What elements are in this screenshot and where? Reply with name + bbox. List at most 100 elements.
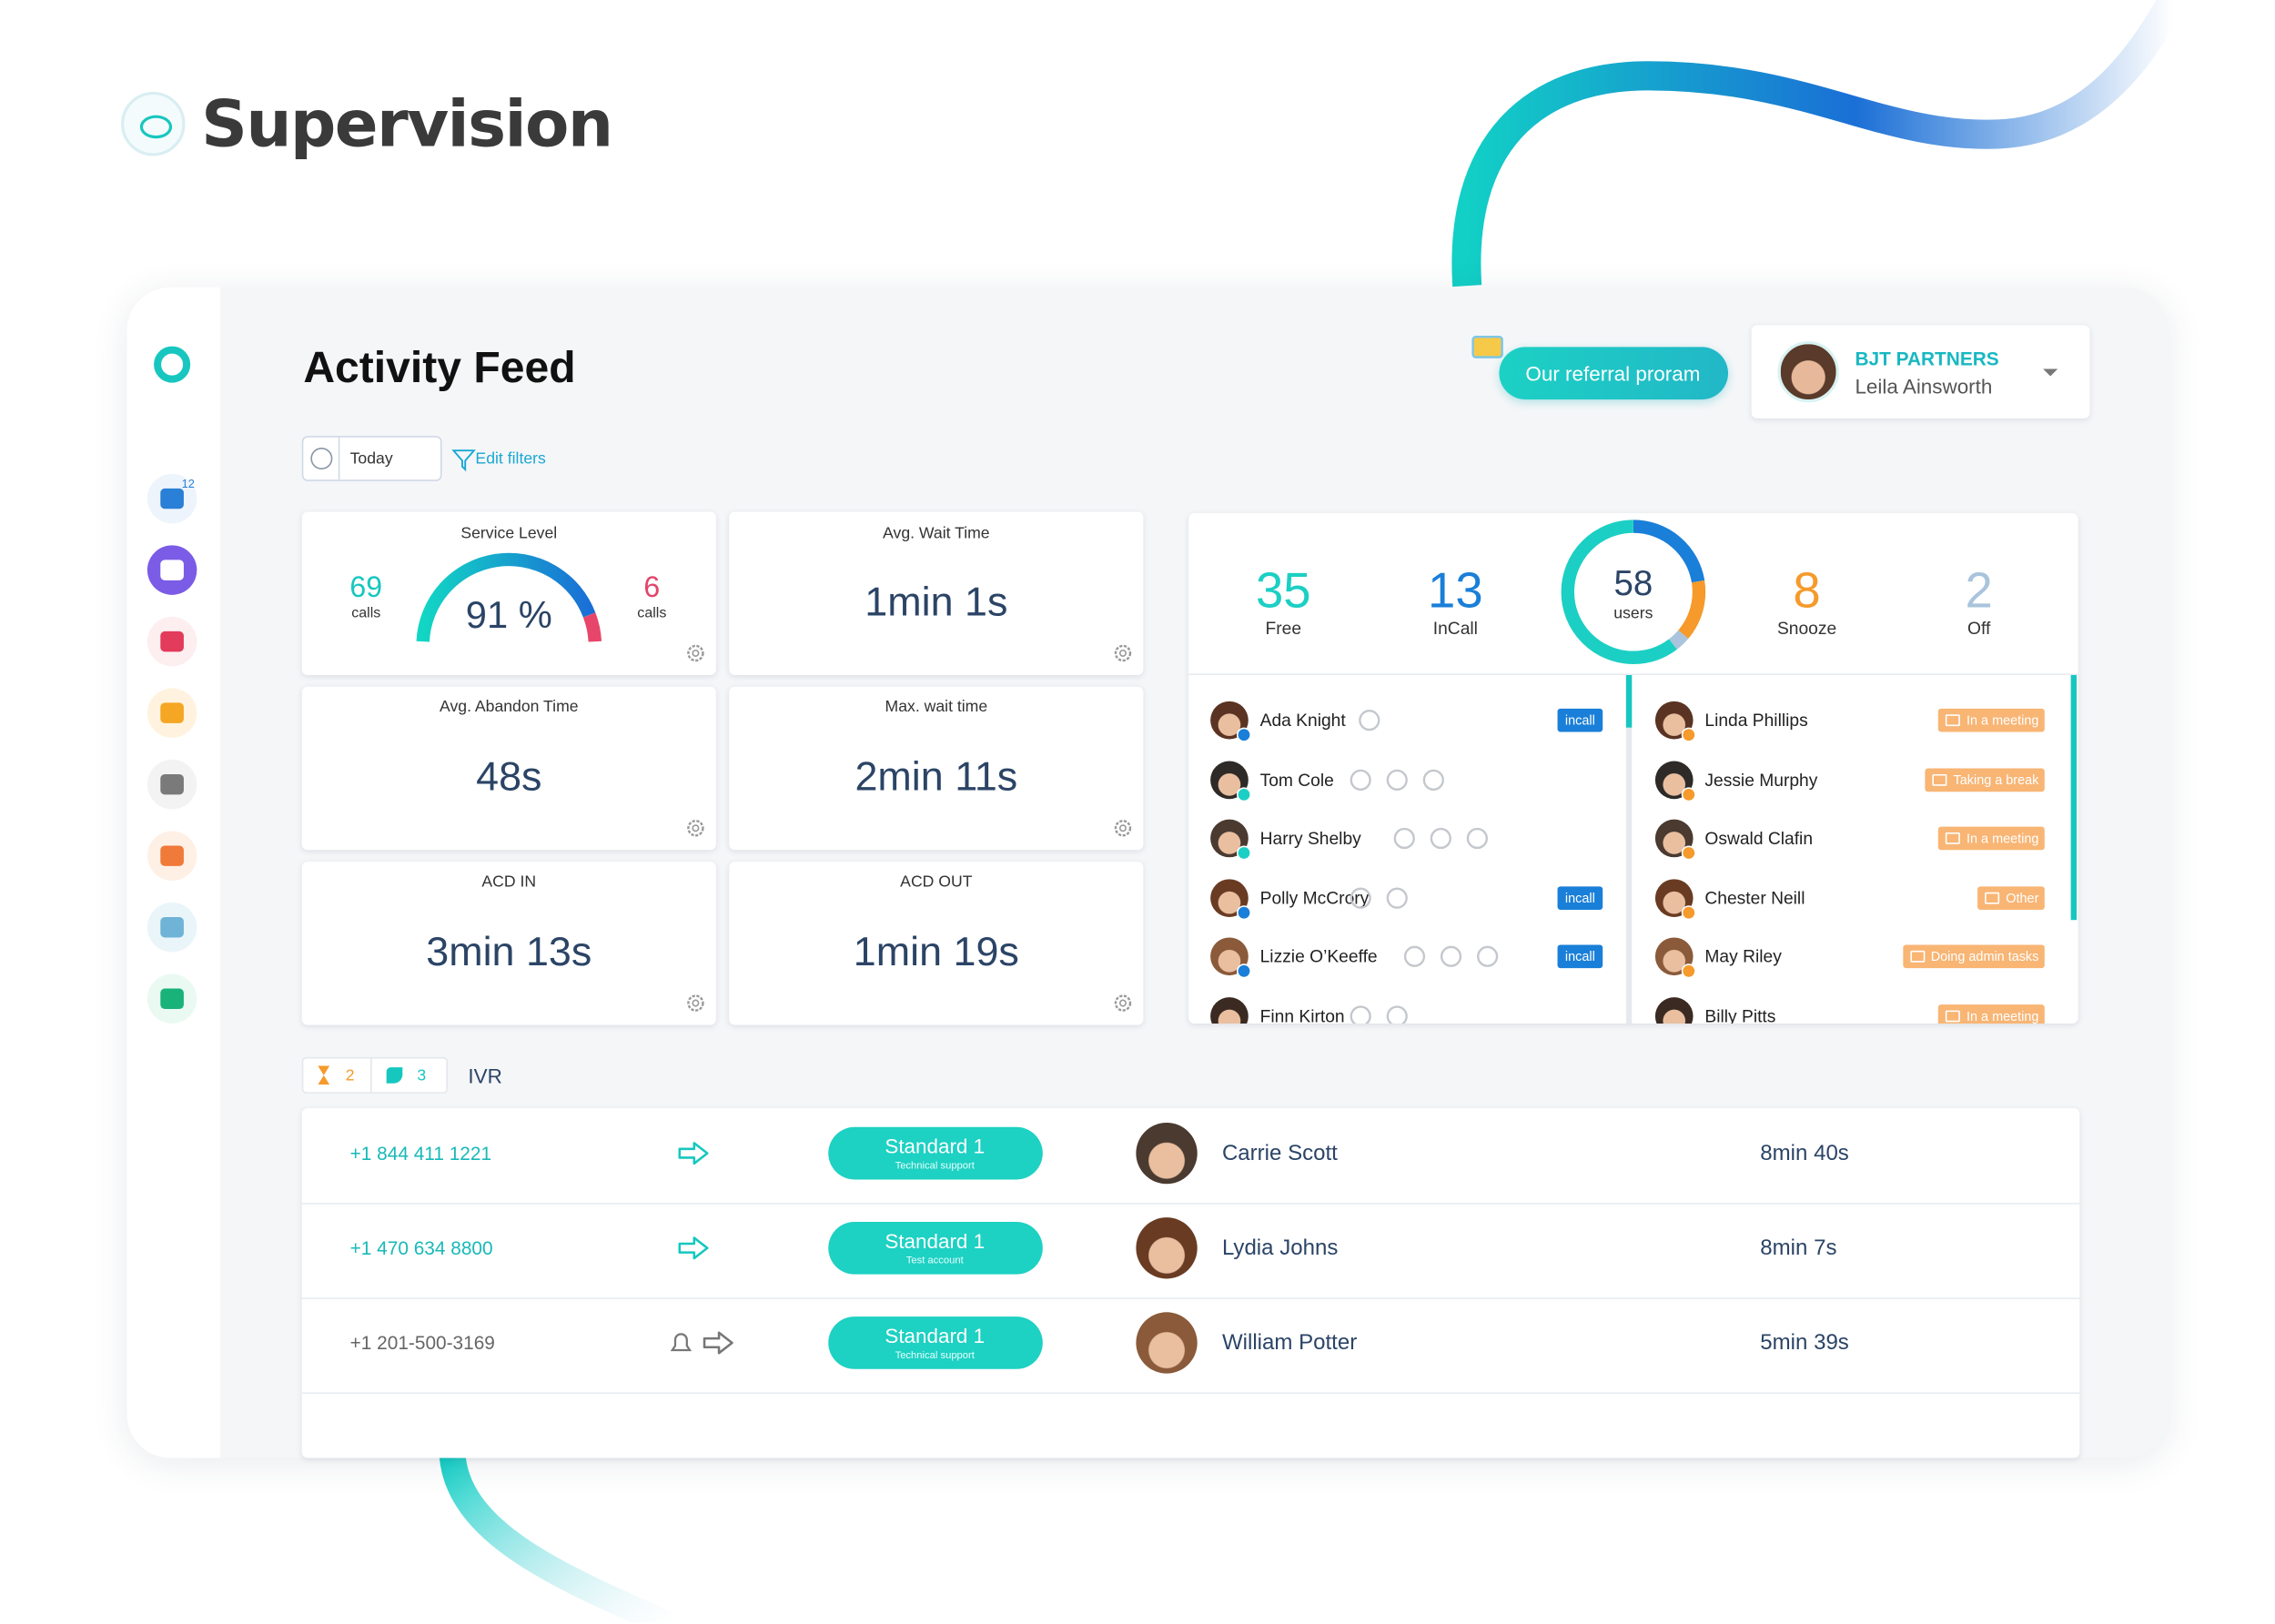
nav-icon [154, 346, 191, 383]
agent-avatar [1210, 996, 1249, 1024]
calls-table: +1 844 411 1221 Standard 1 Technical suppo… [301, 1107, 2080, 1458]
logo-icon [121, 91, 186, 156]
status-badge: Taking a break [1926, 767, 2045, 792]
account-menu[interactable]: BJT PARTNERS Leila Ainsworth [1751, 325, 2090, 419]
metric-value: 91 % [465, 592, 552, 637]
presence-dot [1236, 786, 1251, 802]
divider [370, 1058, 372, 1093]
status-label: In a meeting [1967, 712, 2039, 728]
queue-pill: Standard 1 Test account [828, 1221, 1043, 1275]
edit-filters[interactable]: Edit filters [475, 450, 546, 469]
gauge [416, 552, 602, 642]
device-icons [1350, 1004, 1408, 1024]
metric-title: Max. wait time [885, 698, 988, 716]
nav-cloud[interactable] [146, 901, 198, 953]
nav-tools[interactable] [146, 687, 198, 740]
queue-detail: Technical support [895, 1350, 975, 1361]
decor-curve [1451, 0, 2186, 287]
agent-name: Harry Shelby [1259, 828, 1361, 849]
metric-title: ACD OUT [900, 873, 973, 892]
eye [139, 115, 173, 139]
agent-name: Chester Neill [1704, 887, 1805, 908]
nav-icon [160, 560, 184, 580]
filter-icon [451, 449, 476, 472]
nav-icon [160, 702, 184, 723]
agent-avatar [1136, 1122, 1198, 1185]
state-count: 2 [1965, 563, 1993, 620]
agent-avatar [1654, 996, 1694, 1024]
device-icon [1393, 827, 1415, 850]
caller-number: +1 201-500-3169 [349, 1331, 495, 1354]
device-icons [1350, 768, 1444, 791]
status-icon [1985, 891, 2000, 903]
divider [338, 437, 340, 480]
nav-calls[interactable] [146, 472, 198, 525]
scroll-thumb [2070, 674, 2078, 921]
abandoned-unit: calls [637, 605, 667, 622]
referral-button[interactable]: Our referral proram [1499, 347, 1729, 400]
call-duration: 5min 39s [1760, 1330, 1849, 1356]
state-count: 8 [1793, 563, 1821, 620]
gear [687, 994, 704, 1012]
bell-icon [670, 1333, 693, 1352]
gift-box [1471, 335, 1503, 358]
status-icon [1933, 773, 1948, 785]
status-badge: Other [1977, 885, 2045, 910]
agent-name: Linda Phillips [1704, 710, 1808, 731]
call-duration: 8min 40s [1760, 1141, 1849, 1166]
gear [687, 820, 704, 837]
queue-label: IVR [468, 1064, 502, 1088]
queue-name: Standard 1 [885, 1324, 986, 1347]
scroll-track [1625, 674, 1633, 1024]
incall-label: incall [1564, 949, 1595, 964]
settings-icon [687, 994, 704, 1012]
gear [1114, 820, 1132, 837]
nav-stats[interactable] [146, 615, 198, 668]
nav-feed[interactable] [146, 544, 198, 597]
period-filter[interactable]: Today [301, 436, 442, 481]
incall-label: incall [1564, 712, 1595, 728]
gear [1114, 994, 1132, 1012]
state-count: 35 [1255, 563, 1311, 620]
status-label: In a meeting [1967, 831, 2039, 846]
caller-number: +1 470 634 8800 [349, 1236, 493, 1259]
device-icon [1422, 768, 1444, 791]
settings-icon [1114, 644, 1132, 662]
device-icon [1440, 945, 1462, 967]
account-user: Leila Ainsworth [1855, 374, 1993, 398]
divider [1188, 673, 2078, 675]
status-label: In a meeting [1967, 1008, 2039, 1024]
metric-value: 48s [476, 753, 542, 800]
queue-pill: Standard 1 Technical support [828, 1316, 1043, 1369]
gear [687, 644, 704, 662]
queue-pill: Standard 1 Technical support [828, 1126, 1043, 1180]
status-badge: In a meeting [1938, 826, 2045, 851]
answered-unit: calls [351, 605, 381, 622]
transfer-icon [678, 1142, 709, 1165]
presence-dot [1681, 727, 1696, 742]
metric-card: Max. wait time 2min 11s [729, 686, 1144, 851]
app-logo[interactable] [146, 338, 198, 391]
gear-hub [692, 999, 700, 1007]
device-icons [1403, 945, 1499, 967]
device-icon [1466, 827, 1489, 850]
metric-value: 2min 11s [854, 753, 1018, 800]
status-icon [1946, 1009, 1961, 1022]
phone-badge: 12 [181, 477, 195, 491]
agent-name: Polly McCrory [1259, 887, 1370, 908]
answered-count: 69 [349, 572, 383, 605]
device-icon [1476, 945, 1499, 967]
settings-icon [1114, 994, 1132, 1012]
nav-billing[interactable] [146, 973, 198, 1025]
caller-number: +1 844 411 1221 [349, 1142, 492, 1165]
users-donut [1561, 519, 1706, 664]
nav-settings[interactable] [146, 758, 198, 811]
users-label: users [1613, 605, 1653, 623]
device-icons [1350, 886, 1408, 908]
chevron [2043, 368, 2058, 377]
incall-badge: incall [1557, 708, 1603, 732]
nav-dev[interactable] [146, 830, 198, 883]
state-label: Free [1265, 618, 1302, 639]
device-icon [1386, 768, 1408, 791]
presence-dot [1681, 786, 1696, 802]
